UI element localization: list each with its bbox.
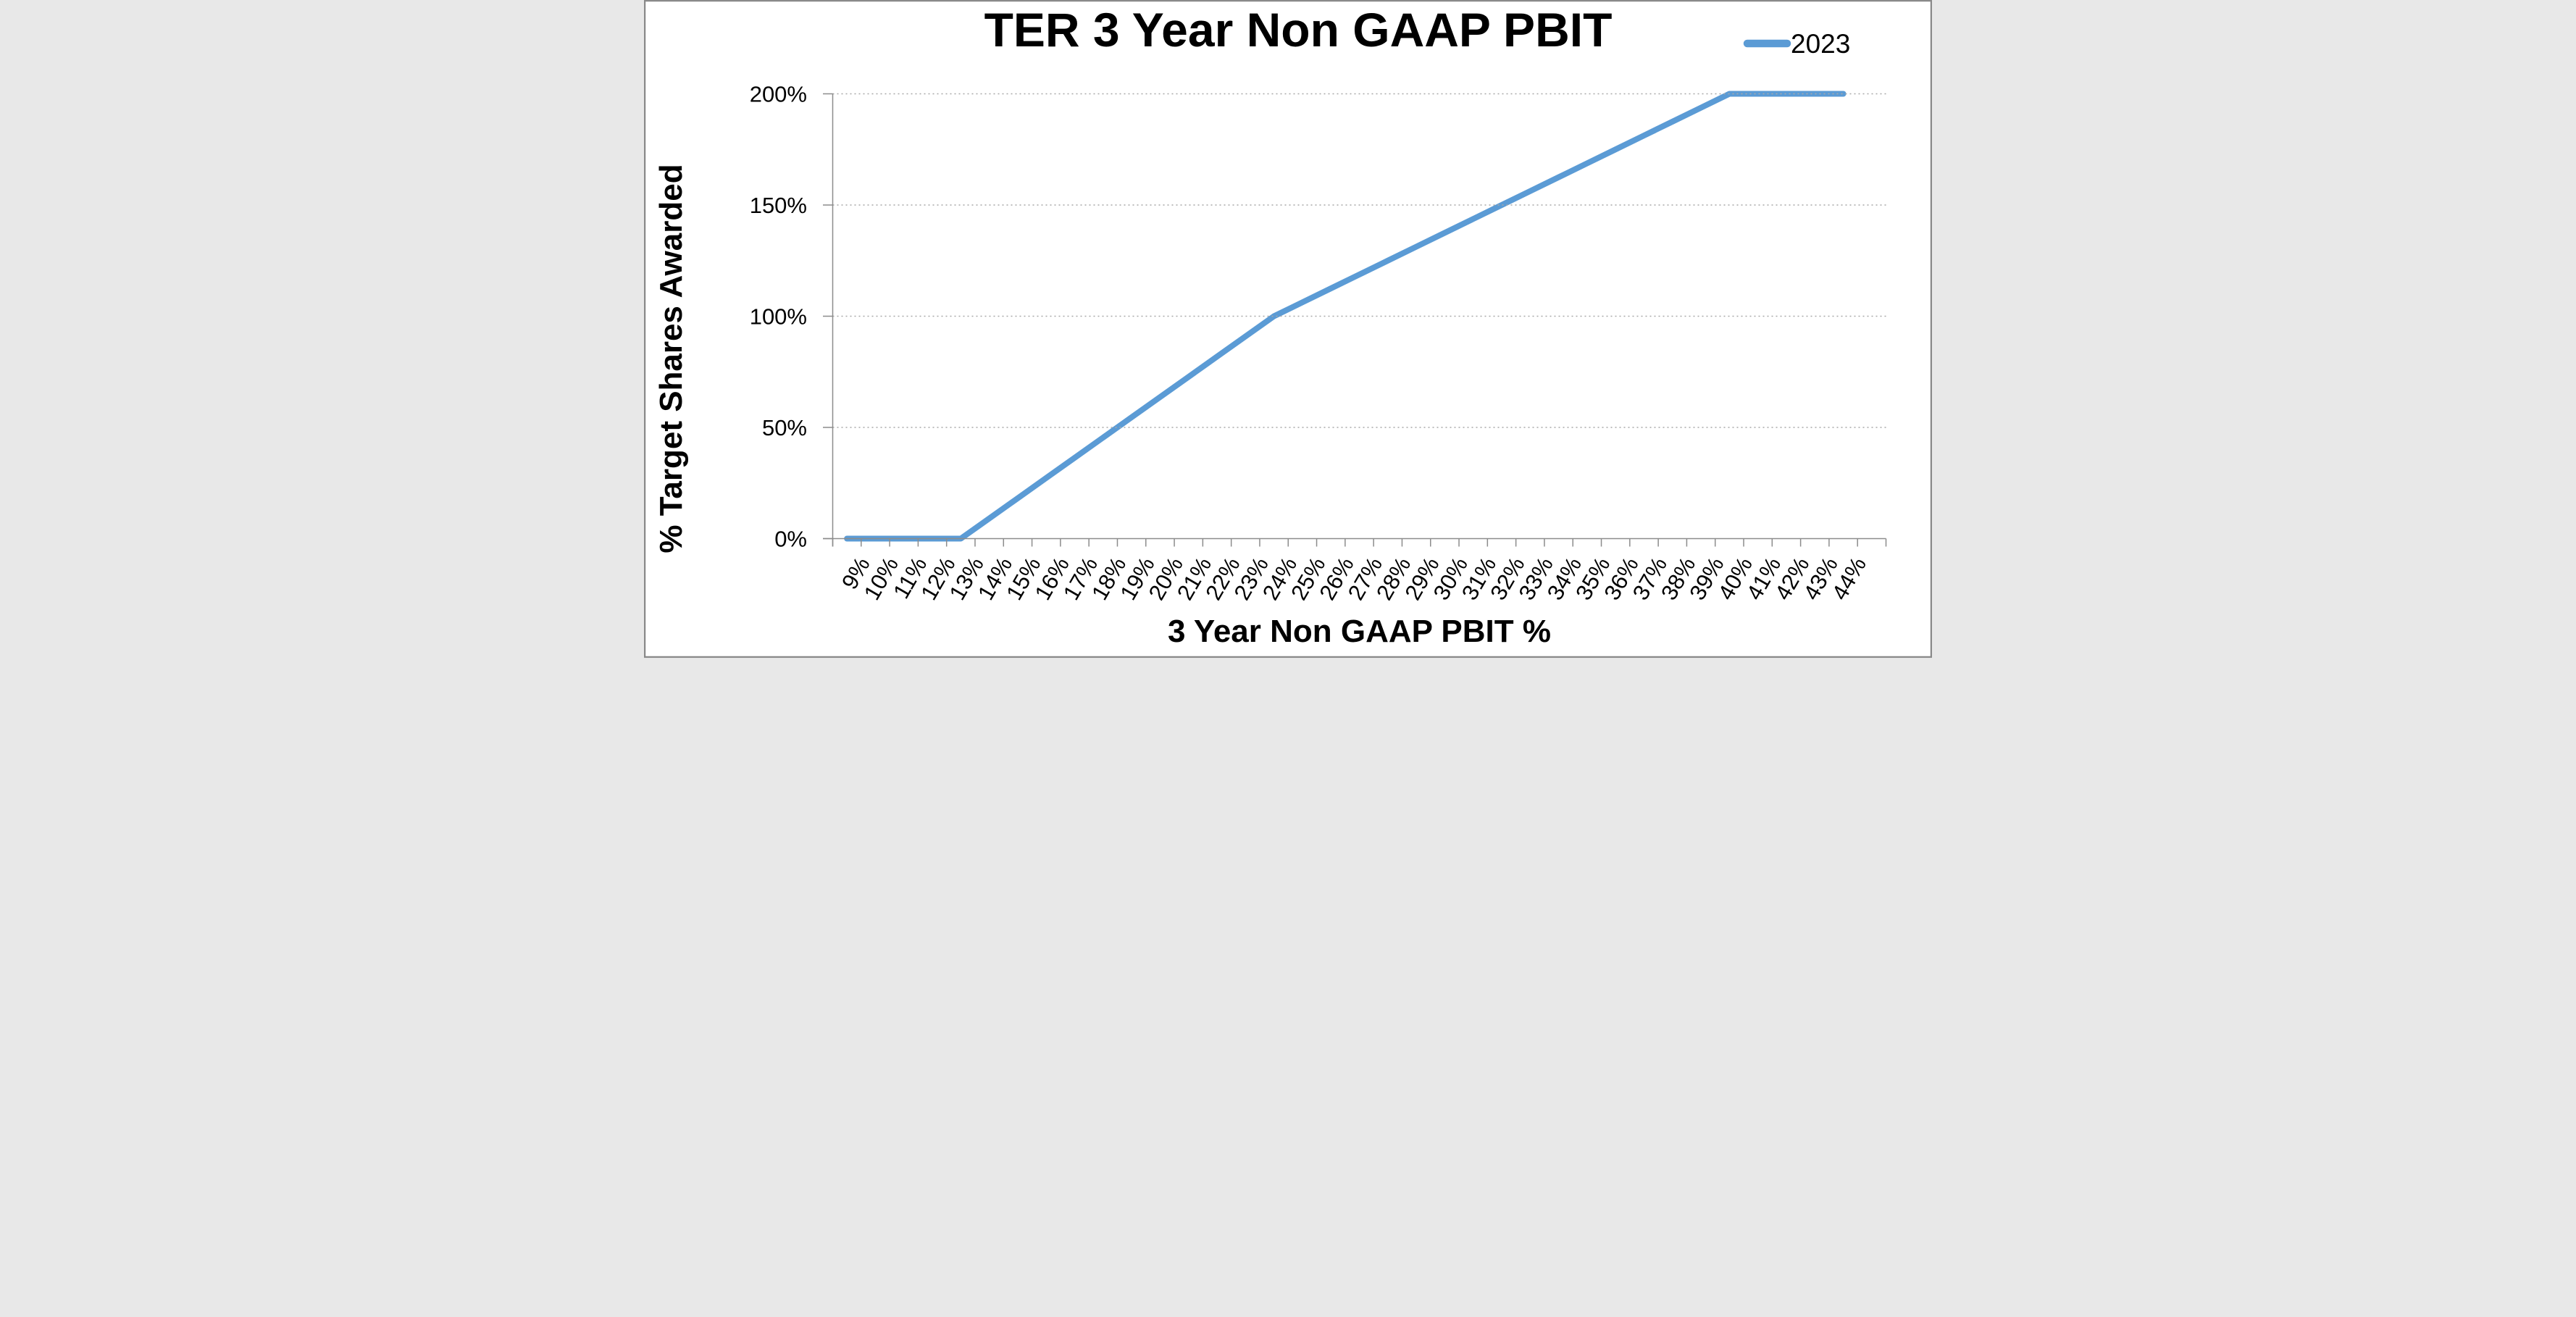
chart-canvas: 9%10%11%12%13%14%15%16%17%18%19%20%21%22… xyxy=(644,0,1932,658)
y-tick-label: 150% xyxy=(750,193,807,218)
legend-label: 2023 xyxy=(1791,29,1850,59)
chart-title: TER 3 Year Non GAAP PBIT xyxy=(984,3,1613,57)
y-tick-label: 100% xyxy=(750,304,807,330)
y-tick-label: 0% xyxy=(774,527,807,552)
legend: 2023 xyxy=(1743,29,1850,59)
y-tick-label: 200% xyxy=(750,82,807,107)
y-axis-title: % Target Shares Awarded xyxy=(653,164,689,553)
series-group xyxy=(844,91,1847,542)
y-tick-label: 50% xyxy=(762,415,807,440)
window-border xyxy=(644,0,1932,658)
chart-background xyxy=(644,0,1932,658)
series-line-2023 xyxy=(844,91,1847,542)
x-axis-title: 3 Year Non GAAP PBIT % xyxy=(1168,614,1551,649)
chart-window: 9% 10% 11% 12% 13% 14% 15% 16% 17% 18% 19% 20% 21% 22… xyxy=(644,0,1932,658)
x-tick-labels-group: 9%10%11%12%13%14%15%16%17%18%19%20%21%22… xyxy=(837,553,1871,604)
y-tick-labels-group: 0% 50% 100% 150% 200% xyxy=(750,82,807,552)
grid-group xyxy=(823,93,1887,547)
